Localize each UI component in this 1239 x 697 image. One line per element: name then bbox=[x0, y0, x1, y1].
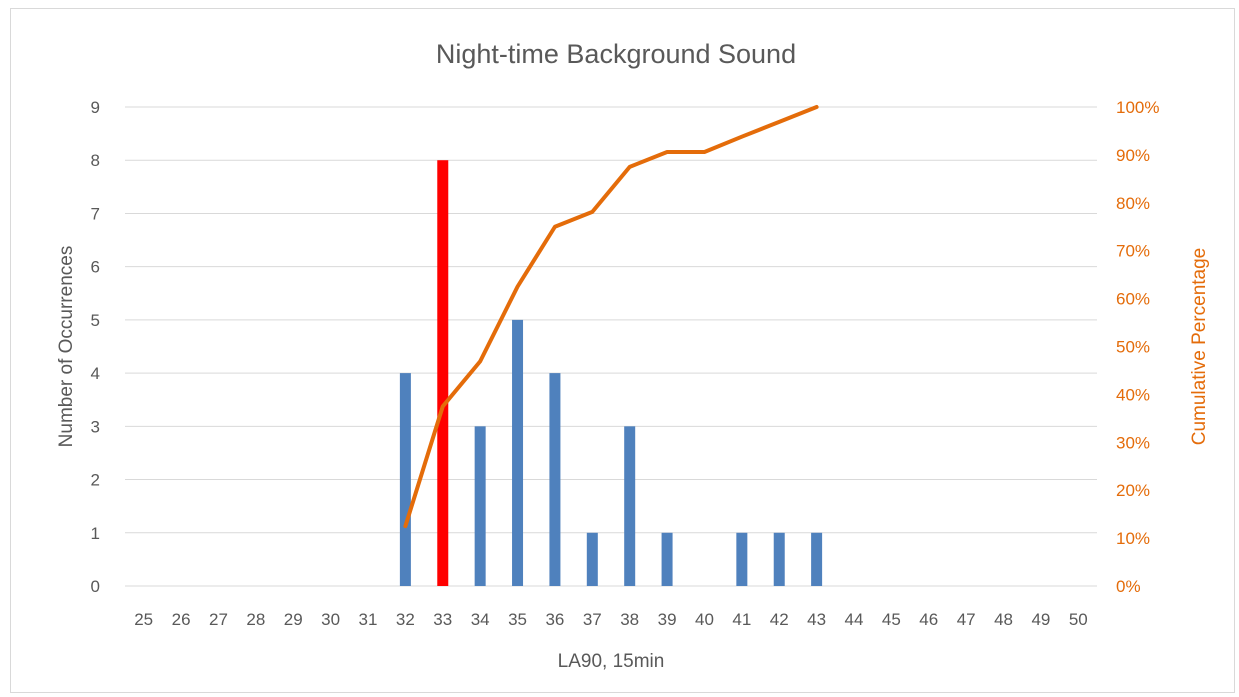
x-tick-label: 29 bbox=[284, 610, 303, 629]
x-tick-label: 25 bbox=[134, 610, 153, 629]
x-tick-label: 42 bbox=[770, 610, 789, 629]
x-tick-label: 47 bbox=[957, 610, 976, 629]
y2-axis-title: Cumulative Percentage bbox=[1189, 248, 1210, 446]
y2-tick-label: 100% bbox=[1116, 98, 1159, 117]
x-tick-label: 26 bbox=[172, 610, 191, 629]
y2-tick-label: 40% bbox=[1116, 385, 1150, 404]
x-tick-label: 32 bbox=[396, 610, 415, 629]
chart-frame bbox=[10, 8, 1235, 693]
chart-title: Night-time Background Sound bbox=[436, 39, 796, 69]
x-tick-label: 45 bbox=[882, 610, 901, 629]
y-tick-label: 9 bbox=[91, 98, 100, 117]
cumulative-point bbox=[740, 135, 744, 139]
y-tick-label: 3 bbox=[91, 417, 100, 436]
x-tick-label: 44 bbox=[845, 610, 864, 629]
bar bbox=[624, 426, 636, 586]
cumulative-point bbox=[665, 150, 669, 154]
x-tick-label: 34 bbox=[471, 610, 490, 629]
x-tick-label: 43 bbox=[807, 610, 826, 629]
y2-tick-label: 0% bbox=[1116, 577, 1141, 596]
y2-tick-label: 60% bbox=[1116, 290, 1150, 309]
x-tick-label: 41 bbox=[732, 610, 751, 629]
y-tick-label: 7 bbox=[91, 204, 100, 223]
x-tick-label: 28 bbox=[246, 610, 265, 629]
bar bbox=[811, 532, 823, 586]
bar bbox=[512, 319, 524, 586]
x-tick-label: 36 bbox=[545, 610, 564, 629]
y-tick-label: 1 bbox=[91, 524, 100, 543]
x-tick-label: 50 bbox=[1069, 610, 1088, 629]
cumulative-point bbox=[777, 120, 781, 124]
y-tick-label: 0 bbox=[91, 577, 100, 596]
y2-tick-label: 30% bbox=[1116, 433, 1150, 452]
bar bbox=[586, 532, 598, 586]
cumulative-point bbox=[478, 359, 482, 363]
x-axis-title: LA90, 15min bbox=[558, 651, 665, 672]
x-tick-label: 38 bbox=[620, 610, 639, 629]
y-tick-label: 4 bbox=[91, 364, 100, 383]
y-tick-label: 8 bbox=[91, 151, 100, 170]
cumulative-point bbox=[516, 285, 520, 289]
y-tick-label: 6 bbox=[91, 258, 100, 277]
x-tick-label: 49 bbox=[1031, 610, 1050, 629]
cumulative-line bbox=[403, 105, 819, 529]
y-axis-title: Number of Occurrences bbox=[56, 246, 77, 448]
x-tick-label: 27 bbox=[209, 610, 228, 629]
y2-tick-label: 10% bbox=[1116, 529, 1150, 548]
x-tick-label: 39 bbox=[658, 610, 677, 629]
bar bbox=[736, 532, 748, 586]
cumulative-point bbox=[553, 225, 557, 229]
x-tick-label: 48 bbox=[994, 610, 1013, 629]
y2-tick-label: 90% bbox=[1116, 146, 1150, 165]
cumulative-point bbox=[441, 404, 445, 408]
x-tick-label: 31 bbox=[359, 610, 378, 629]
bar bbox=[399, 373, 411, 586]
y2-tick-label: 80% bbox=[1116, 194, 1150, 213]
highlighted-bar bbox=[437, 160, 449, 586]
x-tick-label: 40 bbox=[695, 610, 714, 629]
y-tick-label: 5 bbox=[91, 311, 100, 330]
x-tick-label: 46 bbox=[919, 610, 938, 629]
bar bbox=[661, 532, 673, 586]
y-tick-label: 2 bbox=[91, 471, 100, 490]
y2-tick-label: 50% bbox=[1116, 338, 1150, 357]
x-tick-label: 37 bbox=[583, 610, 602, 629]
x-tick-label: 33 bbox=[433, 610, 452, 629]
y2-tick-label: 20% bbox=[1116, 481, 1150, 500]
bar bbox=[549, 373, 561, 586]
bar bbox=[474, 426, 486, 586]
cumulative-point bbox=[702, 150, 706, 154]
x-tick-label: 35 bbox=[508, 610, 527, 629]
x-tick-label: 30 bbox=[321, 610, 340, 629]
y2-tick-label: 70% bbox=[1116, 242, 1150, 261]
bar bbox=[773, 532, 785, 586]
cumulative-point bbox=[403, 524, 407, 528]
cumulative-point bbox=[628, 165, 632, 169]
cumulative-point bbox=[815, 105, 819, 109]
cumulative-point bbox=[590, 210, 594, 214]
